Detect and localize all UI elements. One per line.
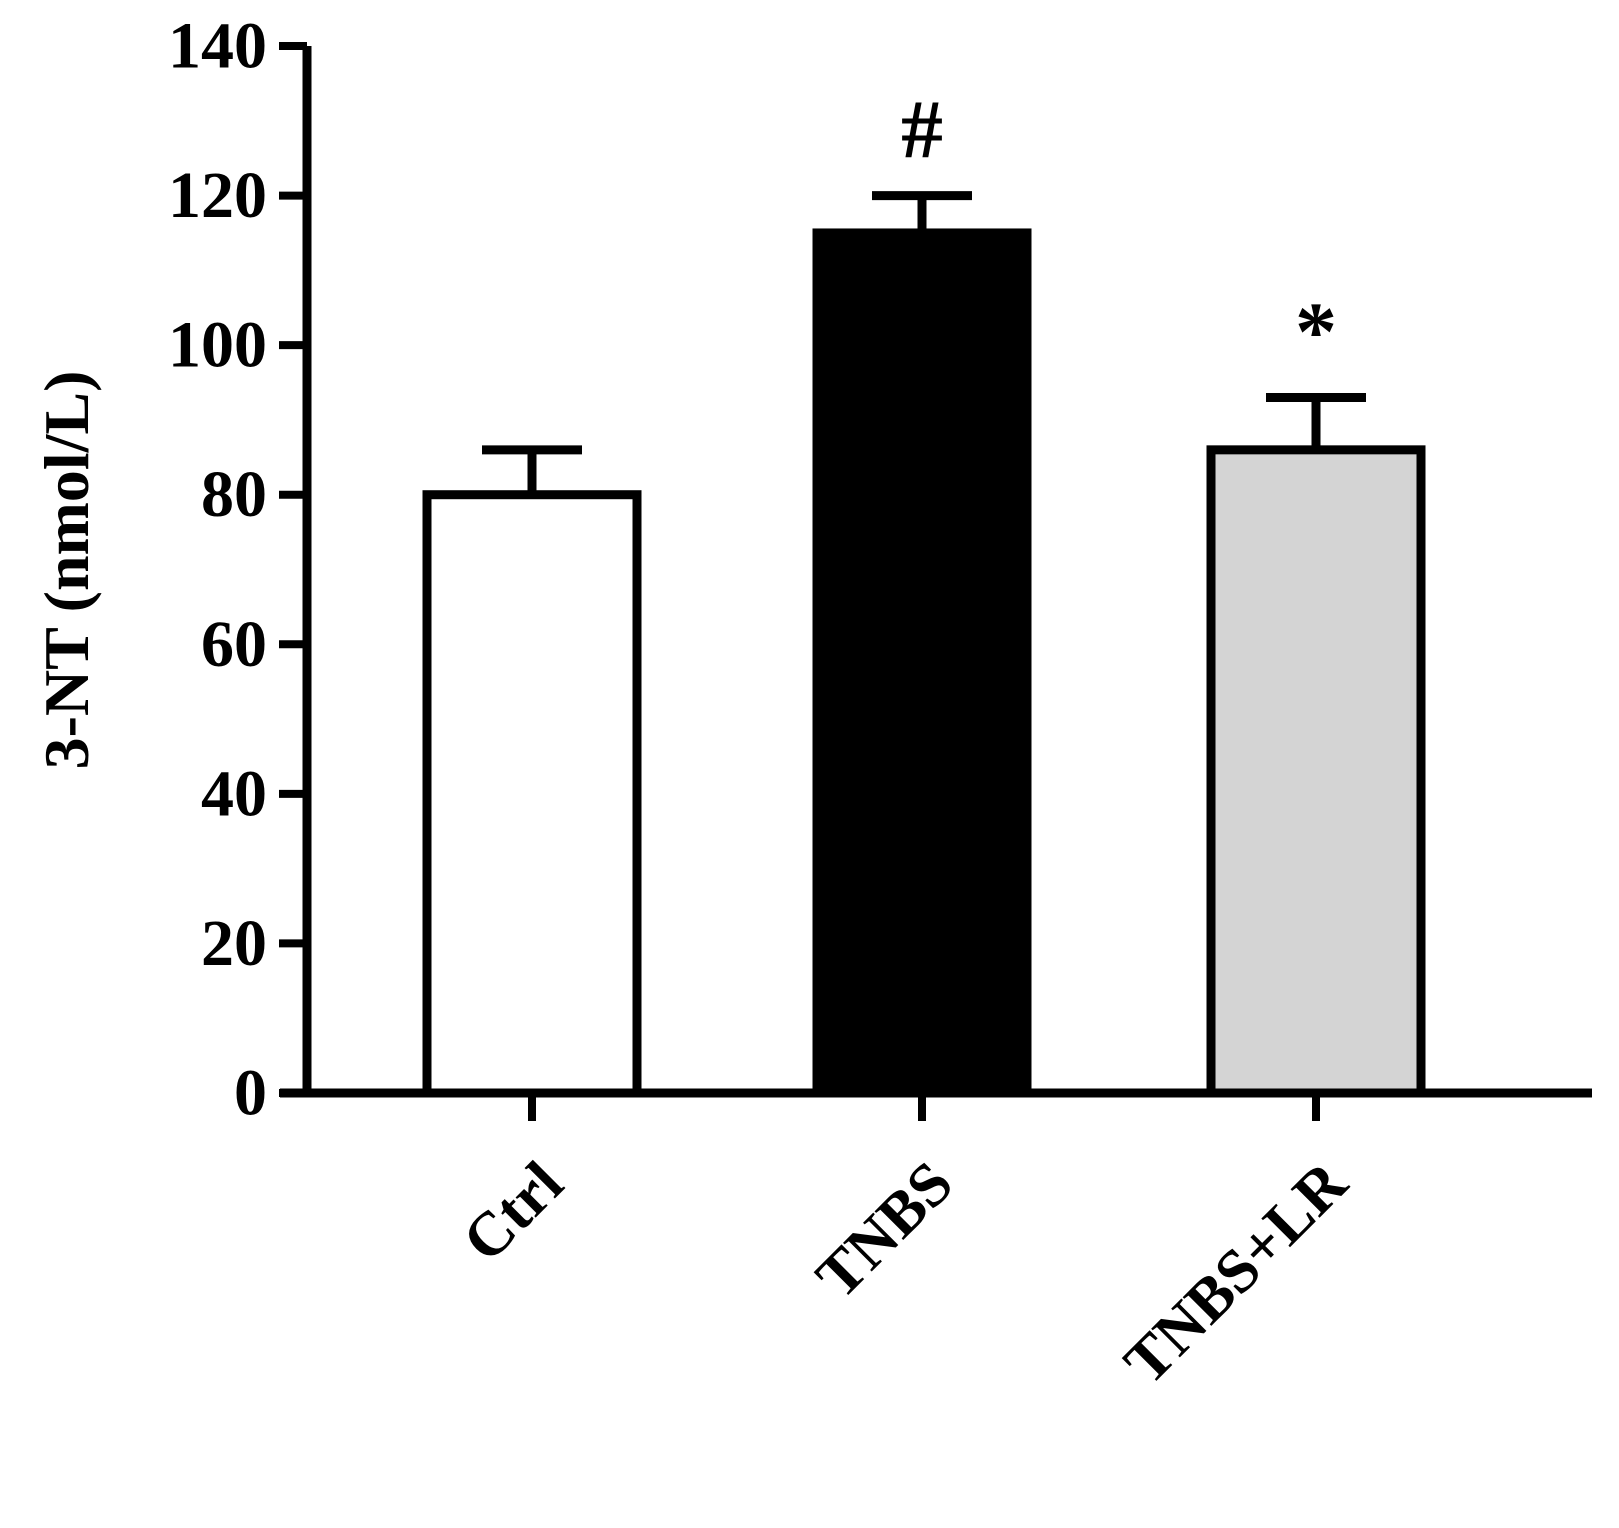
y-ticks-layer: 0 20 40 60 80 100 120 140 (168, 10, 307, 1130)
bar (1206, 445, 1426, 1098)
bar (422, 490, 642, 1098)
y-axis-label: 3-NT (nmol/L) (31, 371, 102, 770)
y-tick-label: 100 (168, 309, 267, 382)
significance-marker: * (1295, 285, 1337, 378)
significance-marker: # (901, 84, 943, 177)
bars-layer (422, 228, 1426, 1098)
y-tick-label: 140 (168, 10, 267, 83)
y-tick-label: 0 (234, 1057, 267, 1130)
x-ticks-layer: Ctrl TNBS TNBS+LR (450, 1093, 1361, 1397)
y-tick-label: 20 (201, 907, 267, 980)
y-tick-label: 80 (201, 458, 267, 531)
axes-layer (280, 46, 1592, 1098)
y-tick-label: 120 (168, 159, 267, 232)
error-bars-layer (482, 191, 1366, 495)
y-axis-label-group: 3-NT (nmol/L) (31, 371, 102, 770)
x-category-label: Ctrl (450, 1149, 576, 1275)
annotations-layer: #* (901, 84, 1337, 379)
x-category-label: TNBS (803, 1149, 966, 1312)
bar (812, 228, 1032, 1098)
y-tick-label: 40 (201, 757, 267, 830)
x-category-label: TNBS+LR (1112, 1148, 1361, 1397)
y-tick-label: 60 (201, 608, 267, 681)
